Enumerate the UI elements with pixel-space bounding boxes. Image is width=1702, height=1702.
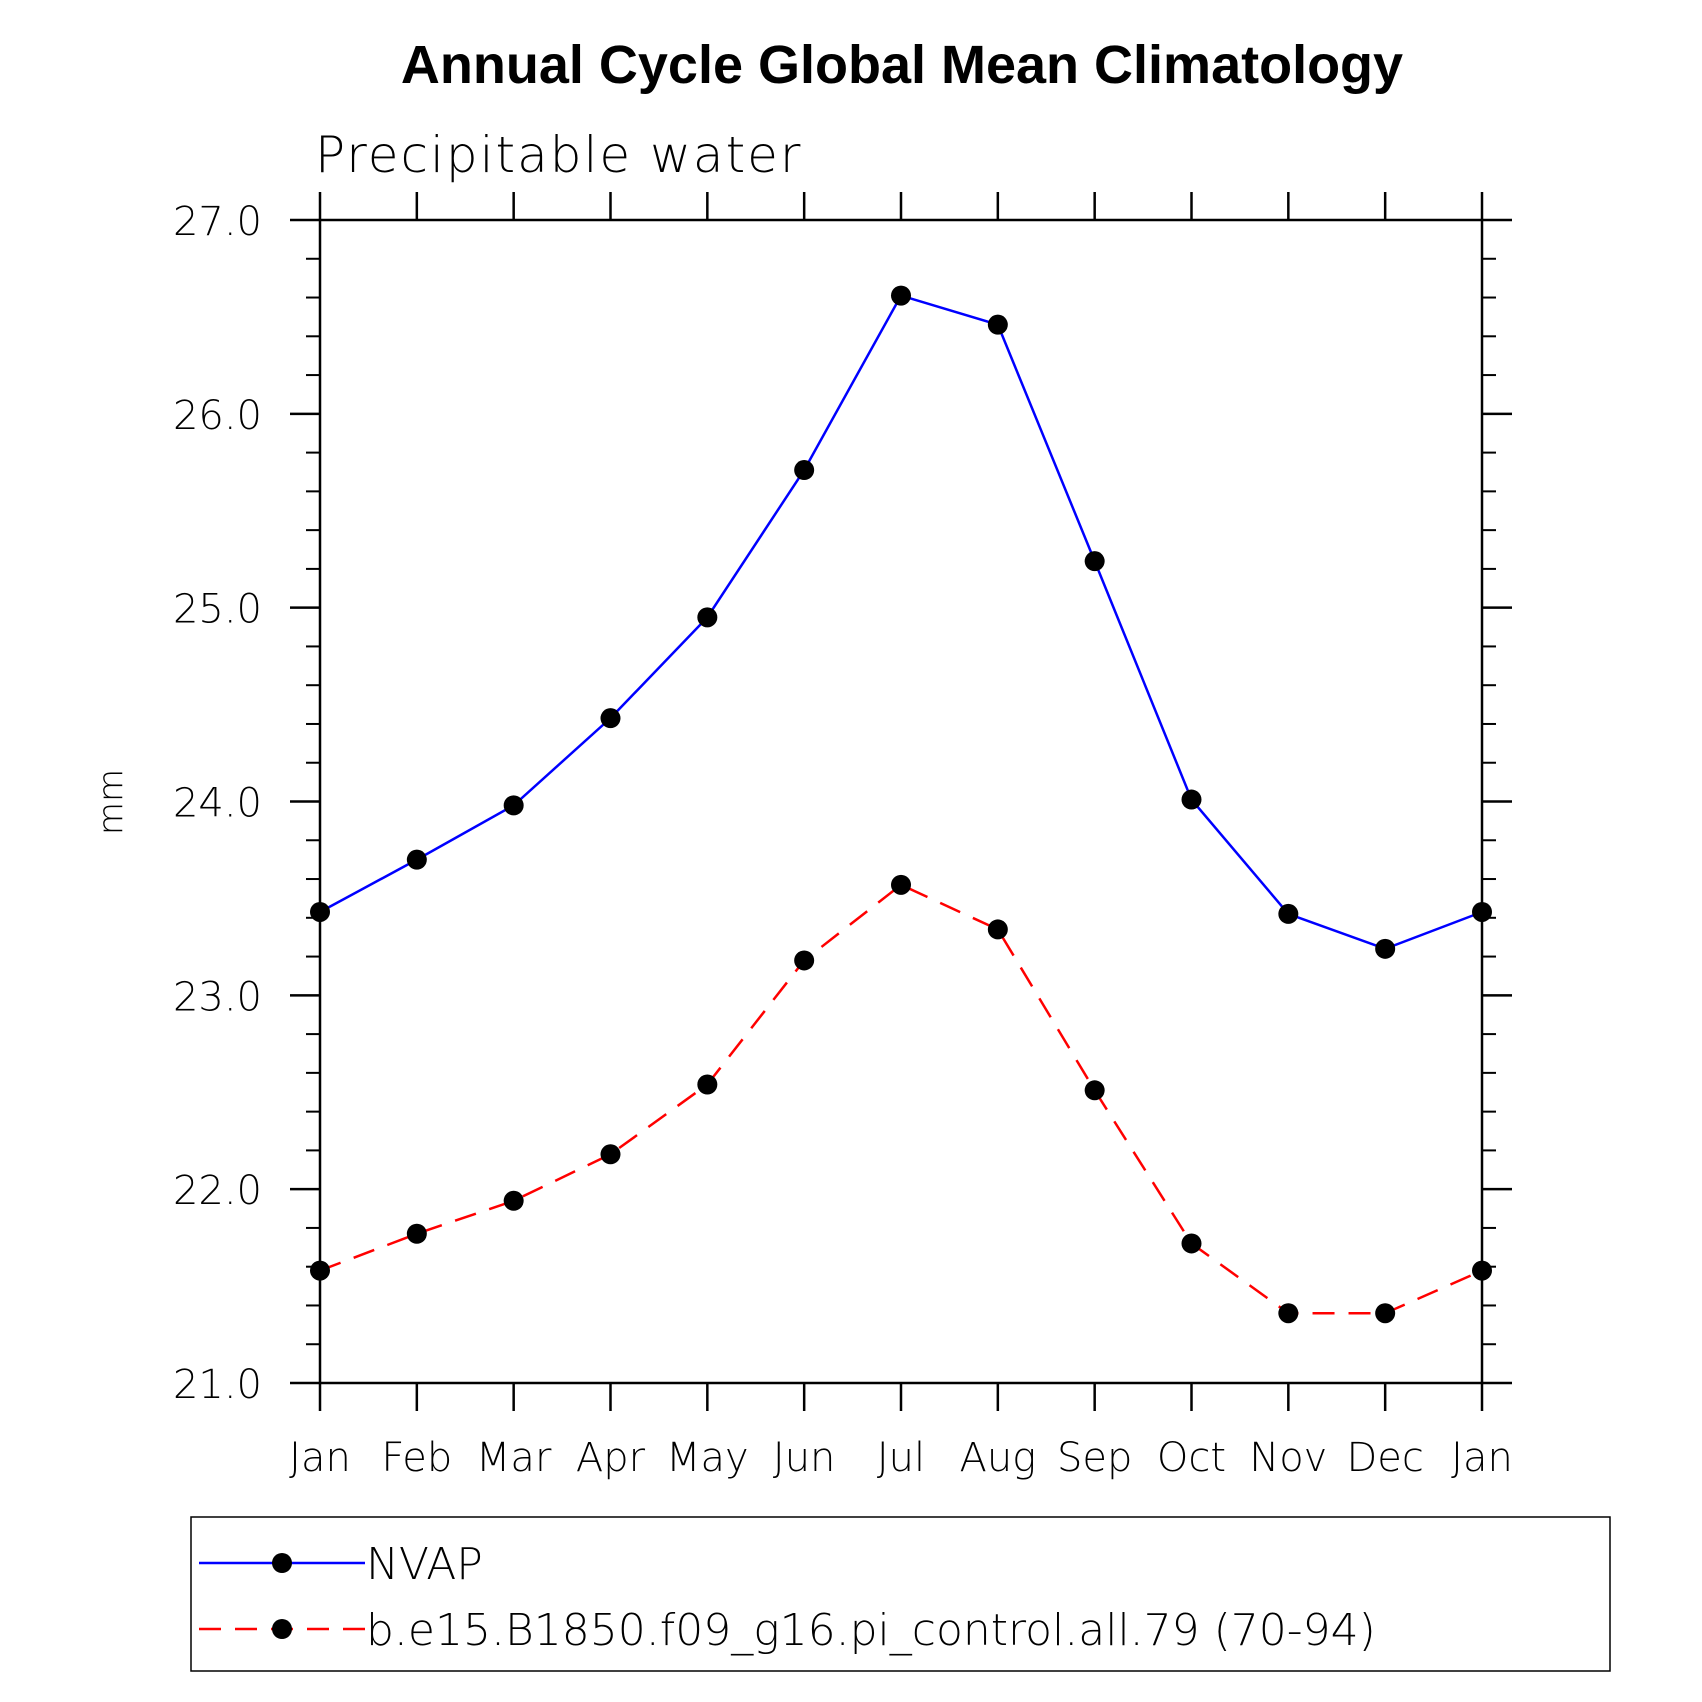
legend-marker — [272, 1553, 292, 1573]
data-point — [1375, 938, 1396, 959]
data-point — [987, 314, 1008, 335]
data-point — [891, 285, 911, 306]
x-tick-label: Dec — [1346, 1435, 1423, 1481]
data-point — [1181, 1233, 1202, 1254]
data-point — [794, 460, 815, 481]
data-point — [697, 607, 718, 628]
series-2 — [310, 874, 1492, 1324]
x-tick-label: Jun — [773, 1435, 836, 1481]
x-tick-label: Apr — [576, 1435, 646, 1481]
x-tick-label: Sep — [1057, 1435, 1132, 1481]
data-point — [503, 795, 524, 816]
data-point — [1278, 903, 1299, 924]
y-tick-label: 22.0 — [173, 1168, 262, 1214]
x-tick-label: May — [666, 1435, 749, 1481]
x-tick-label: Oct — [1157, 1435, 1226, 1481]
legend: NVAP b.e15.B1850.f09_g16.pi_control.all.7… — [190, 1516, 1611, 1672]
plot-area — [310, 285, 1492, 1324]
series-line — [319, 294, 1483, 951]
data-point — [406, 1223, 427, 1244]
y-tick-label: 21.0 — [173, 1362, 262, 1408]
y-tick-label: 23.0 — [173, 974, 262, 1020]
data-point — [891, 874, 911, 895]
x-tick-label: Jan — [289, 1435, 351, 1481]
axes: 21.0 22.0 23.0 24.0 25.0 26.0 27.0 Jan Feb Mar Apr… — [173, 192, 1513, 1481]
legend-box — [190, 1516, 1611, 1672]
data-point — [600, 1144, 621, 1165]
data-point — [1375, 1303, 1396, 1324]
y-tick-label: 24.0 — [173, 781, 262, 827]
data-point — [697, 1074, 718, 1095]
data-point — [1084, 551, 1105, 572]
y-axis-label: mm — [91, 769, 131, 835]
data-point — [1472, 901, 1492, 922]
legend-label: NVAP — [366, 1539, 483, 1590]
data-point — [794, 950, 815, 971]
data-point — [1084, 1080, 1105, 1101]
x-tick-label: Aug — [959, 1435, 1036, 1481]
data-point — [1181, 789, 1202, 810]
data-point — [310, 901, 330, 922]
data-point — [600, 708, 621, 729]
y-tick-label: 26.0 — [173, 393, 262, 439]
chart-title: Annual Cycle Global Mean Climatology — [401, 35, 1403, 95]
x-tick-label: Jul — [877, 1435, 925, 1481]
legend-label: b.e15.B1850.f09_g16.pi_control.all.79 (7… — [366, 1605, 1376, 1656]
data-point — [1472, 1260, 1492, 1281]
x-tick-label: Jan — [1451, 1435, 1513, 1481]
series-line — [319, 883, 1483, 1315]
data-point — [1278, 1303, 1299, 1324]
y-tick-label: 27.0 — [173, 199, 262, 245]
x-tick-label: Mar — [476, 1435, 552, 1481]
chart-subtitle: Precipitable water — [315, 126, 803, 184]
x-tick-label: Feb — [381, 1435, 452, 1481]
y-tick-label: 25.0 — [173, 587, 262, 633]
data-point — [310, 1260, 330, 1281]
x-tick-label: Nov — [1249, 1435, 1327, 1481]
data-point — [406, 849, 427, 870]
legend-marker — [272, 1619, 292, 1639]
data-point — [987, 919, 1008, 940]
data-point — [503, 1190, 524, 1211]
series-1 — [310, 285, 1492, 959]
